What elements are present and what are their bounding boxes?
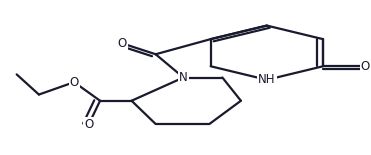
Text: NH: NH — [258, 73, 276, 86]
Text: O: O — [84, 117, 93, 131]
Text: O: O — [118, 37, 127, 50]
Text: N: N — [179, 71, 188, 84]
Text: O: O — [69, 76, 79, 89]
Text: O: O — [361, 60, 370, 73]
